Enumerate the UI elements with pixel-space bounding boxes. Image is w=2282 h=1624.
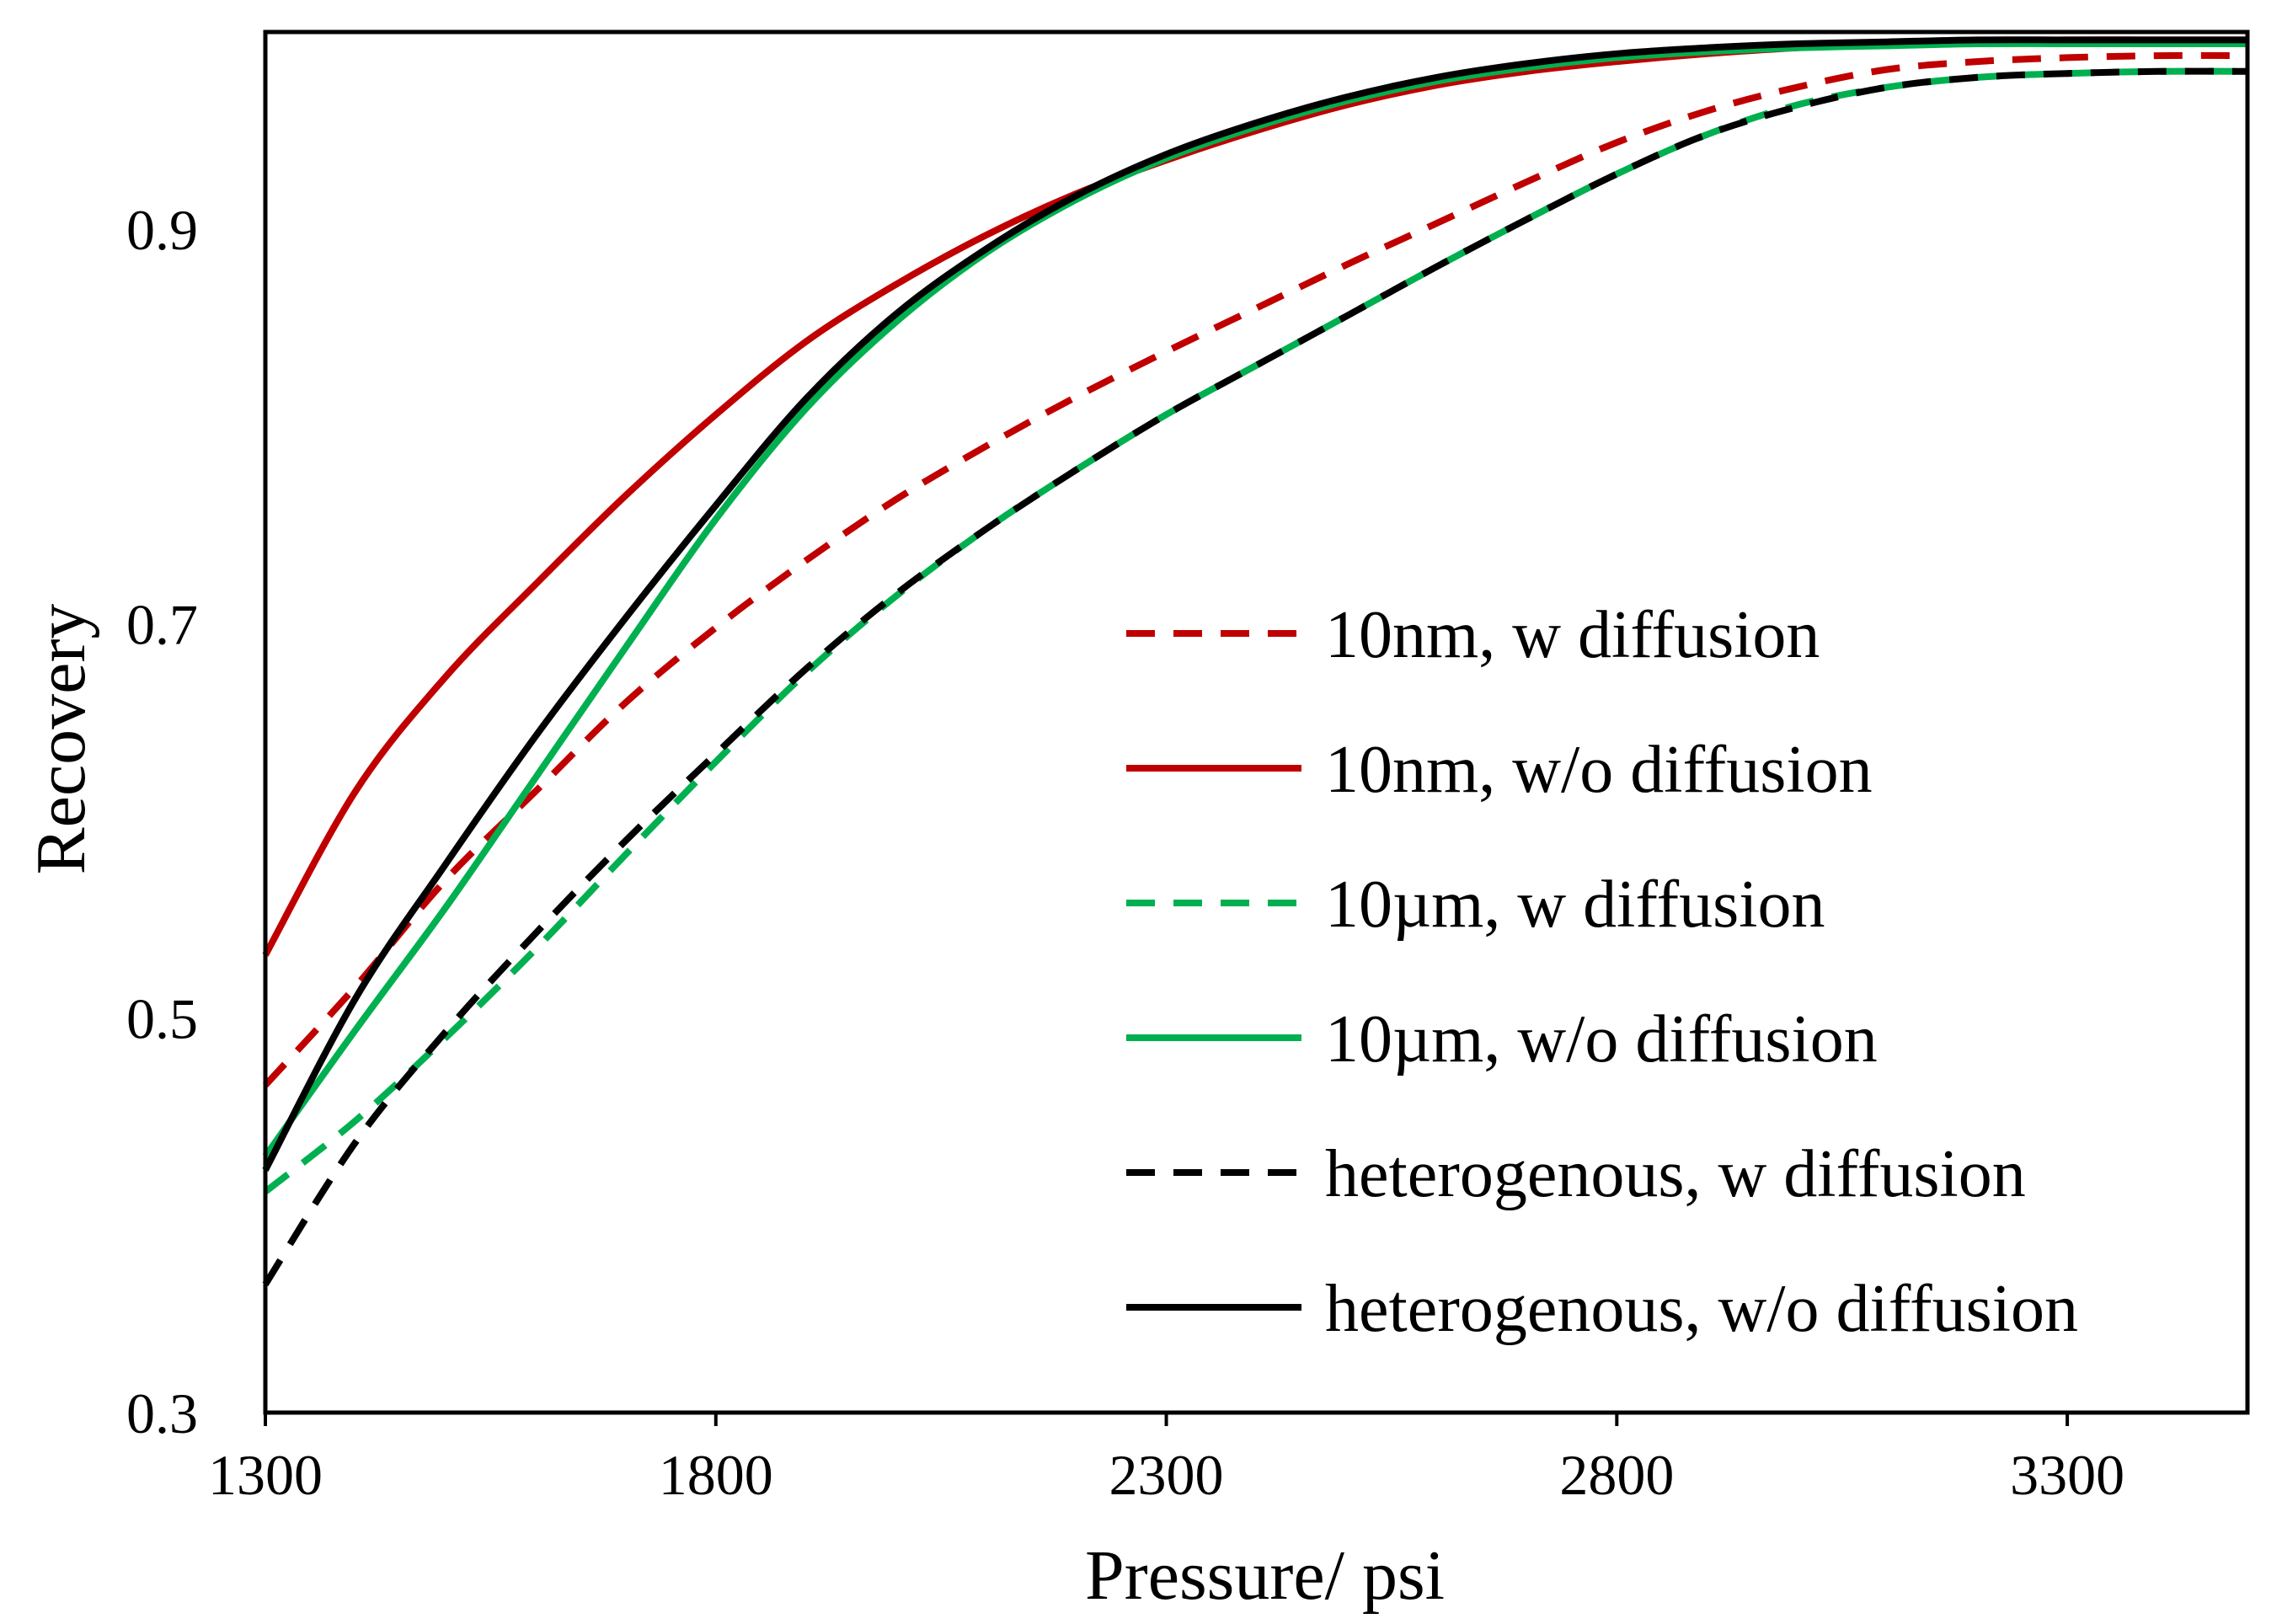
y-axis-ticks: 0.3 0.5 0.7 0.9 [126, 198, 198, 1445]
series-line-10nm-w-o-diffusion [262, 36, 2247, 957]
x-tick-label: 2800 [1559, 1443, 1674, 1507]
legend-item-10nm-w-o-diffusion: 10nm, w/o diffusion [1126, 733, 1873, 807]
x-tick-label: 2300 [1109, 1443, 1224, 1507]
y-tick-label: 0.3 [126, 1381, 198, 1445]
series-line-10nm-w-diffusion [263, 51, 2248, 1087]
legend-label: heterogenous, w/o diffusion [1325, 1272, 2078, 1346]
series-line-10um-w-o-diffusion [262, 40, 2247, 1158]
x-tick-label: 1300 [208, 1443, 323, 1507]
legend-item-10um-w-diffusion: 10µm, w diffusion [1126, 868, 1825, 942]
legend-label: 10µm, w/o diffusion [1325, 1002, 1878, 1076]
x-axis-title: Pressure/ psi [1085, 1536, 1445, 1615]
y-axis-title: Recovery [22, 604, 100, 875]
legend-item-10nm-w-diffusion: 10nm, w diffusion [1126, 598, 1820, 672]
series-line-10um-w-diffusion [263, 67, 2248, 1194]
series-line-heterogenous-w-diffusion [262, 67, 2248, 1286]
y-tick-label: 0.5 [126, 987, 198, 1051]
y-tick-label: 0.7 [126, 592, 198, 656]
x-tick-label: 3300 [2010, 1443, 2124, 1507]
x-tick-label: 1800 [659, 1443, 773, 1507]
legend-item-10um-w-o-diffusion: 10µm, w/o diffusion [1126, 1002, 1878, 1076]
x-axis-ticks: 1300 1800 2300 2800 3300 [208, 1413, 2124, 1507]
legend: 10nm, w diffusion 10nm, w/o diffusion 10µm… [1126, 598, 2078, 1346]
legend-label: 10nm, w diffusion [1325, 598, 1820, 672]
plot-area-frame [263, 29, 2250, 1415]
legend-label: 10µm, w diffusion [1325, 868, 1825, 942]
series-layer [262, 36, 2248, 1286]
legend-label: 10nm, w/o diffusion [1325, 733, 1873, 807]
legend-item-heterogenous-w-o-diffusion: heterogenous, w/o diffusion [1126, 1272, 2078, 1346]
series-line-heterogenous-w-o-diffusion [262, 36, 2247, 1172]
y-tick-label: 0.9 [126, 198, 198, 262]
legend-label: heterogenous, w diffusion [1325, 1137, 2026, 1211]
legend-item-heterogenous-w-diffusion: heterogenous, w diffusion [1126, 1137, 2026, 1211]
